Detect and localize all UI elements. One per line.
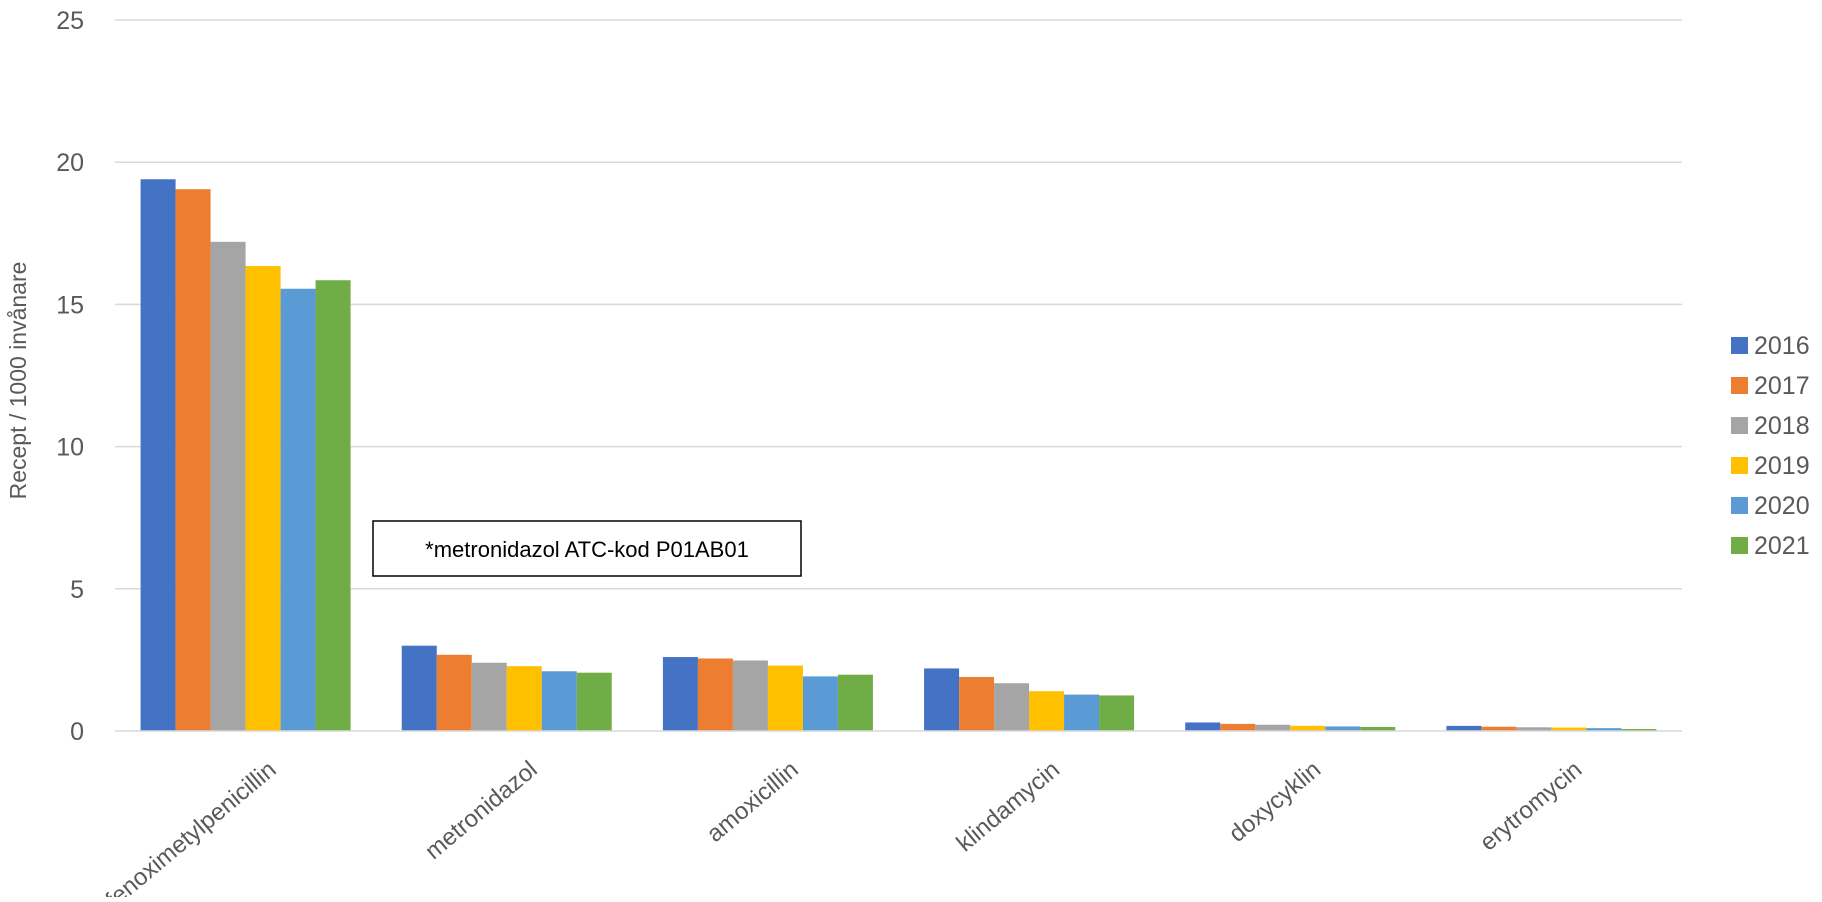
- legend-label-2021: 2021: [1754, 532, 1810, 560]
- bar-2020-3: [1064, 694, 1100, 731]
- x-axis-ticks: fenoximetylpenicillin metronidazol amoxici…: [101, 756, 1588, 902]
- bar-2017-3: [959, 676, 995, 731]
- bar-2021-3: [1099, 695, 1135, 731]
- bar-2017-4: [1220, 723, 1256, 731]
- legend-label-2017: 2017: [1754, 372, 1810, 400]
- bar-2021-4: [1360, 727, 1396, 731]
- legend-swatch-2019: [1731, 457, 1748, 474]
- annotation-border: [372, 520, 802, 577]
- bar-2016-5: [1446, 725, 1482, 731]
- bar-2020-0: [280, 288, 316, 731]
- y-tick-label: 20: [56, 149, 84, 177]
- x-tick-label: metronidazol: [420, 756, 543, 865]
- y-tick-label: 10: [56, 434, 84, 462]
- legend-label-2016: 2016: [1754, 332, 1810, 360]
- legend-swatch-2021: [1731, 537, 1748, 554]
- bar-2017-5: [1481, 726, 1517, 731]
- legend-swatch-2017: [1731, 377, 1748, 394]
- bar-2018-0: [210, 241, 246, 731]
- bar-2019-3: [1029, 691, 1065, 731]
- y-tick-label: 25: [56, 7, 84, 35]
- bar-2019-4: [1290, 725, 1326, 731]
- x-tick-label: erytromycin: [1475, 756, 1587, 856]
- legend-swatch-2016: [1731, 337, 1748, 354]
- bar-2018-2: [732, 660, 768, 731]
- bar-2020-5: [1586, 728, 1622, 731]
- bar-2019-2: [767, 665, 803, 731]
- bar-2020-1: [541, 671, 577, 731]
- bar-2018-5: [1516, 727, 1552, 731]
- bar-2016-1: [401, 645, 437, 731]
- bar-2016-3: [924, 668, 960, 731]
- bar-2017-2: [697, 658, 733, 731]
- bar-2019-1: [506, 666, 542, 731]
- bar-2021-2: [837, 674, 873, 731]
- bar-2018-1: [471, 662, 507, 731]
- bar-2018-3: [994, 683, 1030, 731]
- bar-2021-0: [315, 280, 351, 731]
- y-axis-label: Recept / 1000 invånare: [5, 262, 31, 500]
- legend-label-2019: 2019: [1754, 452, 1810, 480]
- bar-2018-4: [1255, 724, 1291, 731]
- bar-2020-2: [802, 676, 838, 731]
- bar-2021-5: [1621, 729, 1657, 731]
- legend: 2016 2017 2018 2019 2020 2021: [1731, 332, 1810, 560]
- x-tick-label: doxycyklin: [1224, 756, 1326, 848]
- bar-2021-1: [576, 672, 612, 731]
- bar-2016-0: [140, 179, 176, 731]
- bar-2016-2: [662, 657, 698, 731]
- bar-2016-4: [1185, 722, 1221, 731]
- bar-2019-5: [1551, 727, 1587, 731]
- x-tick-label: fenoximetylpenicillin: [101, 756, 282, 897]
- y-tick-label: 5: [70, 576, 84, 604]
- bar-2017-1: [436, 654, 472, 731]
- gridlines: [115, 19, 1682, 590]
- x-tick-label: klindamycin: [952, 756, 1065, 857]
- y-axis-ticks: 0 5 10 15 20 25: [56, 7, 84, 746]
- legend-label-2020: 2020: [1754, 492, 1810, 520]
- annotation-text: *metronidazol ATC-kod P01AB01: [425, 537, 749, 562]
- legend-label-2018: 2018: [1754, 412, 1810, 440]
- x-tick-label: amoxicillin: [702, 756, 804, 848]
- bar-2020-4: [1325, 726, 1361, 731]
- y-tick-label: 0: [70, 718, 84, 746]
- annotation-box: *metronidazol ATC-kod P01AB01: [372, 520, 802, 577]
- y-tick-label: 15: [56, 291, 84, 319]
- bar-2019-0: [245, 266, 281, 731]
- bars: [140, 179, 1657, 731]
- bar-2017-0: [175, 189, 211, 731]
- legend-swatch-2018: [1731, 417, 1748, 434]
- legend-swatch-2020: [1731, 497, 1748, 514]
